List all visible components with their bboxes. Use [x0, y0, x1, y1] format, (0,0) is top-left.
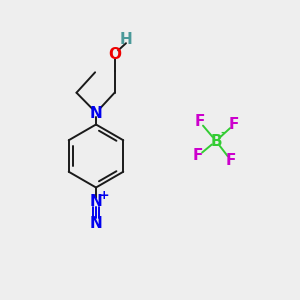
Text: H: H — [120, 32, 132, 46]
Text: -: - — [220, 128, 225, 138]
Text: F: F — [226, 153, 236, 168]
Text: F: F — [229, 117, 239, 132]
Text: F: F — [194, 114, 205, 129]
Text: F: F — [193, 148, 203, 164]
Text: N: N — [90, 194, 102, 209]
Text: B: B — [210, 134, 222, 148]
Text: +: + — [99, 189, 110, 202]
Text: O: O — [108, 47, 121, 62]
Text: N: N — [90, 216, 102, 231]
Text: N: N — [90, 106, 102, 121]
